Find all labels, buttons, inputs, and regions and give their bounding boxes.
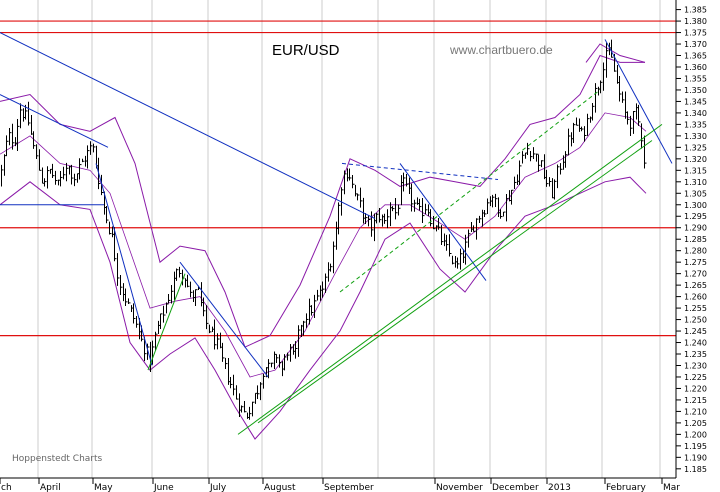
y-tick-label: 1.305 [684, 189, 707, 198]
trend-line-4 [179, 261, 269, 378]
trend-line-0 [0, 32, 376, 219]
x-tick-label-july: July [209, 483, 227, 492]
y-tick-label: 1.375 [684, 29, 707, 38]
y-tick-label: 1.265 [684, 281, 707, 290]
x-tick-label-april: April [40, 483, 61, 492]
y-tick-label: 1.255 [684, 304, 707, 313]
y-tick-label: 1.240 [684, 339, 707, 348]
x-axis: ch April May June July August September Novembe… [0, 478, 680, 492]
y-tick-label: 1.210 [684, 407, 707, 416]
x-tick-label-may: May [94, 483, 113, 492]
y-tick-label: 1.190 [684, 453, 707, 462]
y-tick-label: 1.300 [684, 201, 707, 210]
y-tick-label: 1.380 [684, 17, 707, 26]
y-tick-label: 1.275 [684, 258, 707, 267]
y-tick-label: 1.330 [684, 132, 707, 141]
y-tick-label: 1.195 [684, 442, 707, 451]
y-tick-label: 1.295 [684, 212, 707, 221]
y-tick-label: 1.315 [684, 166, 707, 175]
watermark: www.chartbuero.de [449, 43, 553, 57]
bollinger-middle-band [0, 112, 647, 378]
y-tick-label: 1.345 [684, 97, 707, 106]
y-tick-label: 1.370 [684, 40, 707, 49]
trend-line-7 [604, 39, 673, 164]
x-tick-label-december: December [492, 483, 539, 492]
trend-line-8 [237, 123, 663, 435]
y-tick-label: 1.245 [684, 327, 707, 336]
price-bars [1, 39, 647, 420]
y-tick-label: 1.270 [684, 270, 707, 279]
y-tick-label: 1.350 [684, 86, 707, 95]
y-tick-label: 1.310 [684, 178, 707, 187]
y-tick-label: 1.185 [684, 465, 707, 474]
trend-line-3 [95, 163, 153, 366]
x-tick-label-august: August [264, 483, 296, 492]
y-tick-label: 1.250 [684, 316, 707, 325]
x-tick-label-november: November [436, 483, 483, 492]
x-tick-label-2013: 2013 [548, 483, 571, 492]
x-tick-label-february: February [606, 483, 647, 492]
trend-line-6 [341, 162, 499, 181]
plot-background [0, 0, 676, 478]
x-tick-label-ch: ch [1, 483, 12, 492]
source-label: Hoppenstedt Charts [12, 454, 103, 464]
y-tick-label: 1.225 [684, 373, 707, 382]
bollinger-bands [0, 43, 647, 440]
x-tick-label-mar: Mar [663, 483, 680, 492]
y-tick-label: 1.260 [684, 293, 707, 302]
trend-line-10 [339, 89, 601, 293]
y-tick-label: 1.280 [684, 247, 707, 256]
y-tick-label: 1.325 [684, 143, 707, 152]
y-tick-label: 1.360 [684, 63, 707, 72]
y-tick-label: 1.285 [684, 235, 707, 244]
y-tick-label: 1.355 [684, 74, 707, 83]
y-tick-label: 1.235 [684, 350, 707, 359]
y-tick-label: 1.365 [684, 52, 707, 61]
y-tick-label: 1.320 [684, 155, 707, 164]
y-tick-label: 1.215 [684, 396, 707, 405]
trend-lines [0, 32, 673, 435]
bollinger-upper-band [0, 54, 645, 348]
chart-title: EUR/USD [272, 42, 340, 59]
y-tick-label: 1.205 [684, 419, 707, 428]
trend-line-1 [0, 94, 109, 148]
y-tick-label: 1.335 [684, 120, 707, 129]
y-tick-label: 1.340 [684, 109, 707, 118]
trend-line-9 [257, 140, 653, 424]
x-tick-label-june: June [153, 483, 174, 492]
x-tick-label-september: September [324, 483, 374, 492]
grid [37, 0, 661, 478]
y-tick-label: 1.385 [684, 6, 707, 15]
y-tick-label: 1.230 [684, 361, 707, 370]
trend-line-5 [399, 163, 487, 281]
trend-line-11 [147, 273, 186, 371]
y-tick-label: 1.220 [684, 384, 707, 393]
y-tick-label: 1.290 [684, 224, 707, 233]
y-axis: 1.185 1.190 1.195 1.200 1.205 1.210 1.215 1.220… [676, 6, 707, 474]
y-tick-label: 1.200 [684, 430, 707, 439]
bollinger-lower-band [0, 176, 647, 440]
